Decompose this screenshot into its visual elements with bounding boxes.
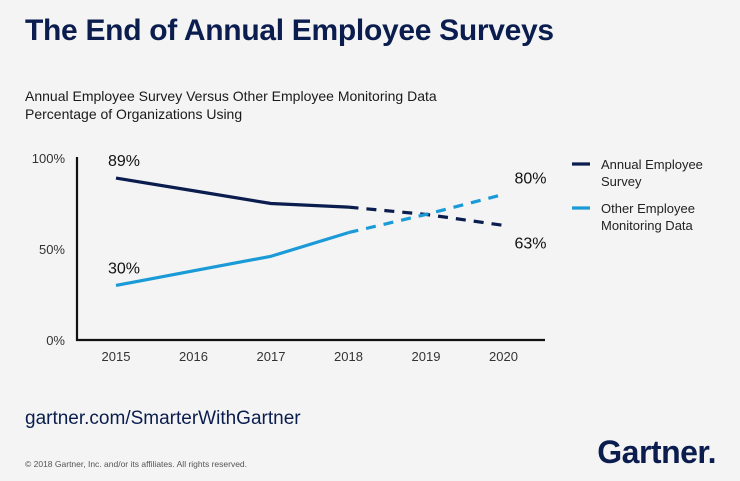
copyright-notice: © 2018 Gartner, Inc. and/or its affiliat…	[25, 459, 248, 469]
legend-label: Monitoring Data	[601, 218, 694, 233]
gartner-logo: Gartner.	[597, 434, 716, 470]
x-tick-label: 2016	[179, 349, 208, 364]
data-label: 63%	[515, 235, 547, 252]
legend: Annual Employee Survey Other Employee Monit…	[572, 157, 703, 233]
y-tick-label: 0%	[46, 333, 65, 348]
axes	[75, 157, 545, 342]
series-line-projected-0	[348, 205, 504, 227]
series-lines	[115, 176, 504, 287]
series-line-actual-0	[115, 176, 349, 209]
y-axis-ticks: 0% 50% 100%	[32, 151, 66, 348]
page-title: The End of Annual Employee Surveys	[25, 14, 554, 47]
data-label: 89%	[108, 153, 140, 170]
chart-subtitle-unit: Percentage of Organizations Using	[25, 106, 243, 122]
series-line-actual-1	[115, 231, 349, 287]
x-tick-label: 2019	[412, 349, 441, 364]
x-tick-label: 2020	[489, 349, 518, 364]
legend-label: Other Employee	[601, 201, 695, 216]
x-tick-label: 2015	[102, 349, 131, 364]
x-tick-label: 2017	[257, 349, 286, 364]
y-tick-label: 100%	[32, 151, 66, 166]
x-tick-label: 2018	[334, 349, 363, 364]
series-line-projected-1	[348, 192, 504, 235]
x-axis-ticks: 2015 2016 2017 2018 2019 2020	[102, 349, 518, 364]
source-link[interactable]: gartner.com/SmarterWithGartner	[25, 408, 301, 429]
chart-subtitle: Annual Employee Survey Versus Other Empl…	[25, 88, 437, 104]
y-tick-label: 50%	[39, 242, 65, 257]
data-labels: 89% 63% 30% 80%	[108, 153, 547, 277]
data-label: 30%	[108, 260, 140, 277]
legend-label: Annual Employee	[601, 157, 703, 172]
data-label: 80%	[515, 170, 547, 187]
legend-label: Survey	[601, 174, 642, 189]
